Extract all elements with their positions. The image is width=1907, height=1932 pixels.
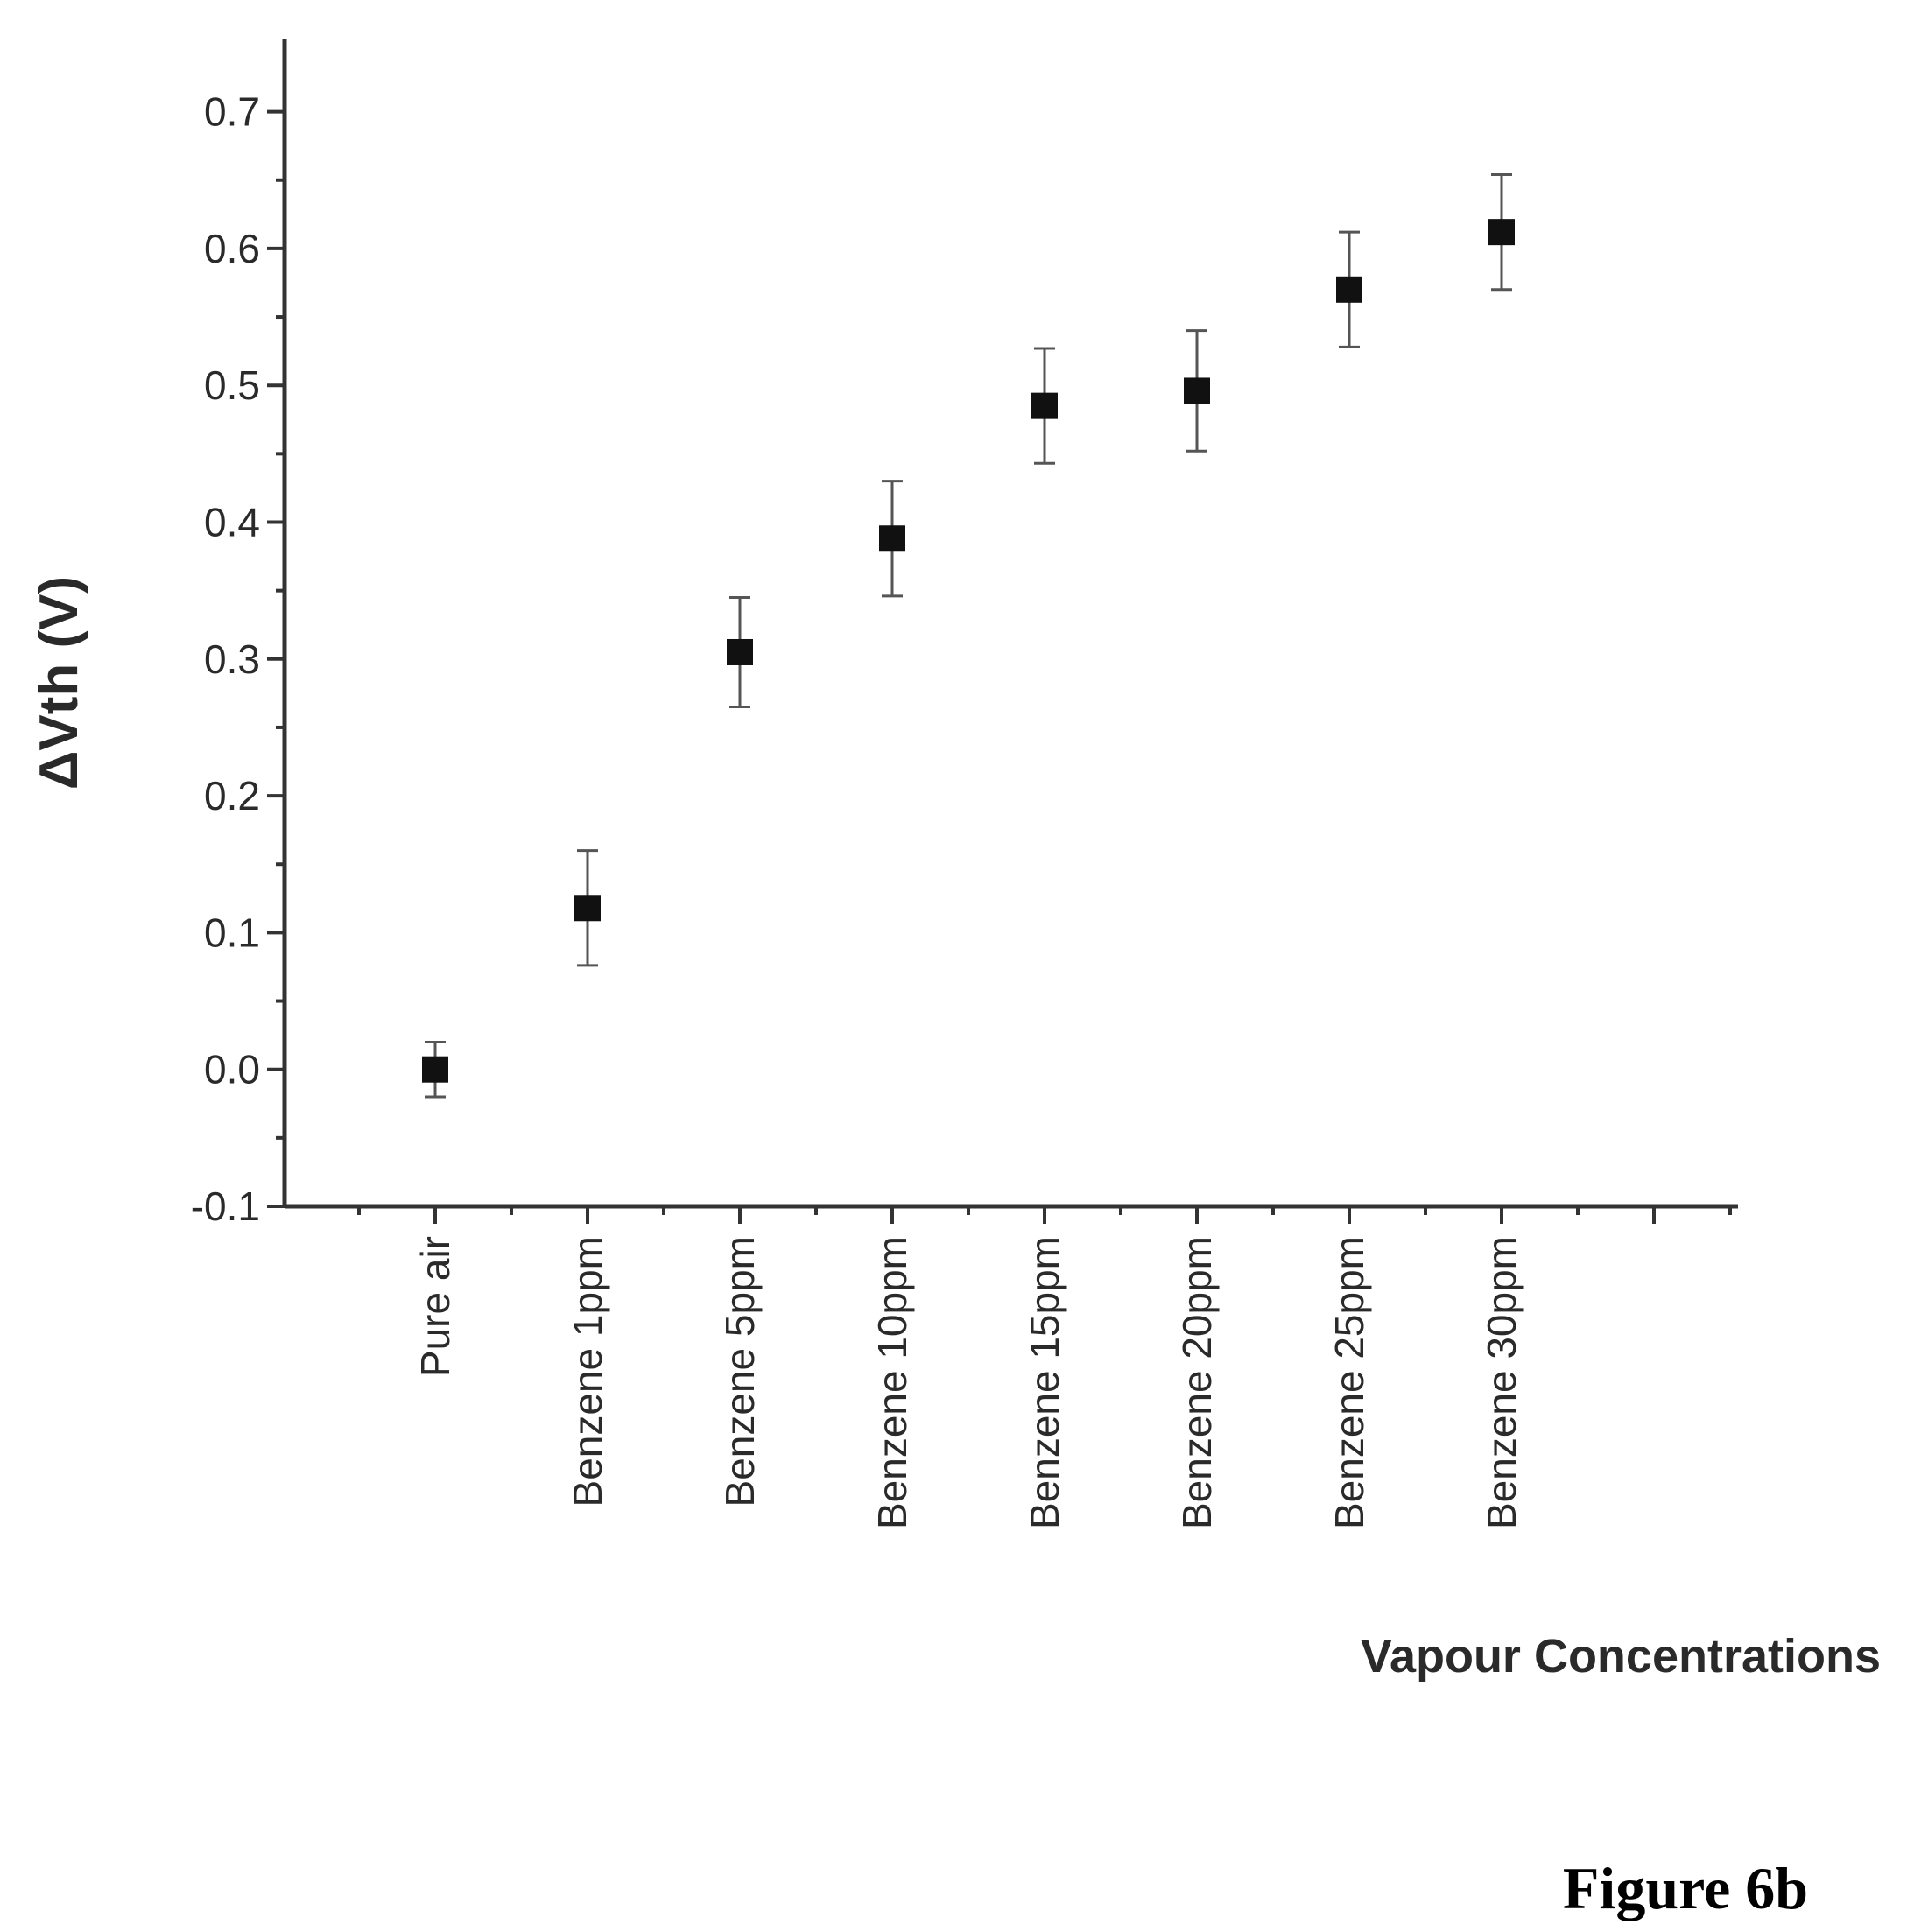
x-ticks: Pure air Benzene 1ppm Benzene 5ppm Benzene … — [357, 1206, 1732, 1529]
y-tick-label: 0.7 — [204, 89, 260, 135]
x-tick-label: Benzene 30ppm — [1479, 1236, 1524, 1529]
y-ticks: -0.1 0.0 0.1 0.2 0.3 0.4 0.5 0.6 0.7 — [191, 89, 285, 1229]
y-tick-label: 0.1 — [204, 910, 260, 955]
data-point — [1488, 219, 1515, 246]
y-tick-label: 0.3 — [204, 636, 260, 682]
y-tick-label: 0.2 — [204, 773, 260, 818]
data-point — [1336, 276, 1362, 303]
data-point — [1031, 392, 1058, 419]
x-tick-label: Benzene 25ppm — [1326, 1236, 1372, 1529]
x-tick-label: Benzene 10ppm — [869, 1236, 915, 1529]
x-tick-label: Benzene 15ppm — [1022, 1236, 1067, 1529]
y-tick-label: -0.1 — [191, 1184, 260, 1229]
x-tick-label: Pure air — [412, 1236, 458, 1377]
data-point — [727, 638, 753, 665]
y-tick-label: 0.6 — [204, 226, 260, 271]
x-tick-label: Benzene 5ppm — [717, 1236, 763, 1507]
y-axis-label: ΔVth (V) — [29, 576, 89, 790]
y-tick-label: 0.5 — [204, 362, 260, 408]
data-point — [879, 525, 905, 552]
axes — [282, 39, 1738, 1209]
x-tick-label: Benzene 1ppm — [565, 1236, 610, 1507]
data-point — [1184, 377, 1210, 404]
y-tick-label: 0.0 — [204, 1047, 260, 1092]
data-point — [574, 895, 601, 922]
data-point — [422, 1056, 448, 1083]
x-axis-label: Vapour Concentrations — [1361, 1630, 1881, 1683]
data-points — [422, 172, 1515, 1099]
figure-caption: Figure 6b — [1563, 1855, 1808, 1921]
y-tick-label: 0.4 — [204, 500, 260, 545]
x-tick-label: Benzene 20ppm — [1174, 1236, 1220, 1529]
